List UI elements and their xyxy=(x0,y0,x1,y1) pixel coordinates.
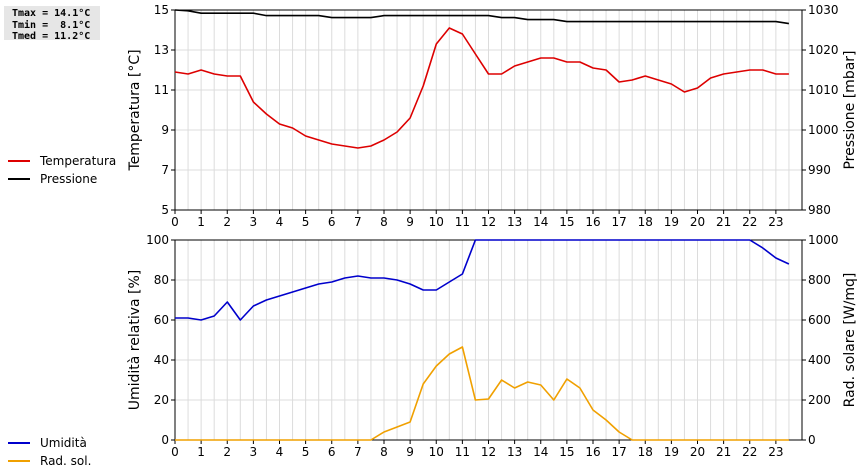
y-axis-title: Temperatura [°C] xyxy=(127,49,143,171)
x-tick-label: 1 xyxy=(197,215,205,229)
x-tick-label: 8 xyxy=(380,215,388,229)
y-axis-title: Umidità relativa [%] xyxy=(127,270,143,411)
y-tick-label: 11 xyxy=(154,83,169,97)
x-tick-label: 23 xyxy=(768,215,783,229)
legend-swatch-umidita xyxy=(8,442,30,444)
x-tick-label: 11 xyxy=(455,215,470,229)
legend-label-temperatura: Temperatura xyxy=(40,154,117,168)
y2-tick-label: 0 xyxy=(808,433,816,447)
x-tick-label: 20 xyxy=(690,215,705,229)
legend-swatch-pressione xyxy=(8,178,30,180)
x-tick-label: 17 xyxy=(611,215,626,229)
y-tick-label: 15 xyxy=(154,3,169,17)
legend-swatch-temperatura xyxy=(8,160,30,162)
x-tick-label: 19 xyxy=(664,215,679,229)
x-tick-label: 16 xyxy=(585,215,600,229)
series-line-umidit- xyxy=(175,239,790,321)
y2-tick-label: 1030 xyxy=(808,3,839,17)
x-tick-label: 13 xyxy=(507,445,522,459)
stat-tmax: Tmax = 14.1°C xyxy=(12,8,91,19)
y-tick-label: 100 xyxy=(146,233,169,247)
x-tick-label: 18 xyxy=(638,445,653,459)
x-tick-label: 4 xyxy=(276,445,284,459)
x-tick-label: 22 xyxy=(742,215,757,229)
y-tick-label: 9 xyxy=(161,123,169,137)
legend-top: Temperatura Pressione xyxy=(8,152,116,188)
x-tick-label: 4 xyxy=(276,215,284,229)
x-tick-label: 7 xyxy=(354,445,362,459)
y2-axis-title: Pressione [mbar] xyxy=(842,50,858,169)
x-tick-label: 6 xyxy=(328,215,336,229)
x-tick-label: 5 xyxy=(302,215,310,229)
legend-item-pressione: Pressione xyxy=(8,170,116,188)
y-tick-label: 7 xyxy=(161,163,169,177)
x-tick-label: 0 xyxy=(171,215,179,229)
series-line-temperatura xyxy=(174,27,789,149)
x-tick-label: 10 xyxy=(429,445,444,459)
y2-tick-label: 980 xyxy=(808,203,831,217)
y2-tick-label: 1010 xyxy=(808,83,839,97)
legend-swatch-rad-sol xyxy=(8,460,30,462)
x-tick-label: 21 xyxy=(716,215,731,229)
y-tick-label: 13 xyxy=(154,43,169,57)
x-tick-label: 16 xyxy=(585,445,600,459)
x-tick-label: 15 xyxy=(559,215,574,229)
x-tick-label: 12 xyxy=(481,445,496,459)
x-tick-label: 9 xyxy=(406,215,414,229)
x-tick-label: 3 xyxy=(250,445,258,459)
stats-box: Tmax = 14.1°C Tmin = 8.1°C Tmed = 11.2°C xyxy=(4,6,100,42)
x-tick-label: 17 xyxy=(611,445,626,459)
x-tick-label: 7 xyxy=(354,215,362,229)
y2-tick-label: 1020 xyxy=(808,43,839,57)
stat-tmin: Tmin = 8.1°C xyxy=(12,19,91,31)
x-tick-label: 11 xyxy=(455,445,470,459)
legend-item-umidita: Umidità xyxy=(8,434,91,452)
x-tick-label: 1 xyxy=(197,445,205,459)
y-tick-label: 5 xyxy=(161,203,169,217)
x-tick-label: 2 xyxy=(223,215,231,229)
x-tick-label: 5 xyxy=(302,445,310,459)
x-tick-label: 2 xyxy=(223,445,231,459)
x-tick-label: 14 xyxy=(533,215,548,229)
x-tick-label: 13 xyxy=(507,215,522,229)
x-tick-label: 20 xyxy=(690,445,705,459)
x-tick-label: 3 xyxy=(250,215,258,229)
x-tick-label: 23 xyxy=(768,445,783,459)
x-tick-label: 15 xyxy=(559,445,574,459)
y-tick-label: 0 xyxy=(161,433,169,447)
y2-tick-label: 400 xyxy=(808,353,831,367)
x-tick-label: 12 xyxy=(481,215,496,229)
x-tick-label: 18 xyxy=(638,215,653,229)
y2-tick-label: 600 xyxy=(808,313,831,327)
x-tick-label: 6 xyxy=(328,445,336,459)
y2-tick-label: 1000 xyxy=(808,233,839,247)
x-tick-label: 21 xyxy=(716,445,731,459)
y-tick-label: 60 xyxy=(154,313,169,327)
series-line-pressione xyxy=(174,9,790,25)
x-tick-label: 22 xyxy=(742,445,757,459)
x-tick-label: 0 xyxy=(171,445,179,459)
legend-label-pressione: Pressione xyxy=(40,172,98,186)
stat-tmed: Tmed = 11.2°C xyxy=(12,31,91,42)
y-tick-label: 80 xyxy=(154,273,169,287)
x-tick-label: 19 xyxy=(664,445,679,459)
legend-label-umidita: Umidità xyxy=(40,436,87,450)
x-tick-label: 14 xyxy=(533,445,548,459)
y2-tick-label: 1000 xyxy=(808,123,839,137)
y2-axis-title: Rad. solare [W/mq] xyxy=(842,273,858,408)
x-tick-label: 9 xyxy=(406,445,414,459)
y2-tick-label: 800 xyxy=(808,273,831,287)
series-line-rad-sol- xyxy=(175,346,789,441)
y-tick-label: 40 xyxy=(154,353,169,367)
y2-tick-label: 990 xyxy=(808,163,831,177)
x-tick-label: 10 xyxy=(429,215,444,229)
x-tick-label: 8 xyxy=(380,445,388,459)
y-tick-label: 20 xyxy=(154,393,169,407)
y2-tick-label: 200 xyxy=(808,393,831,407)
legend-item-temperatura: Temperatura xyxy=(8,152,116,170)
